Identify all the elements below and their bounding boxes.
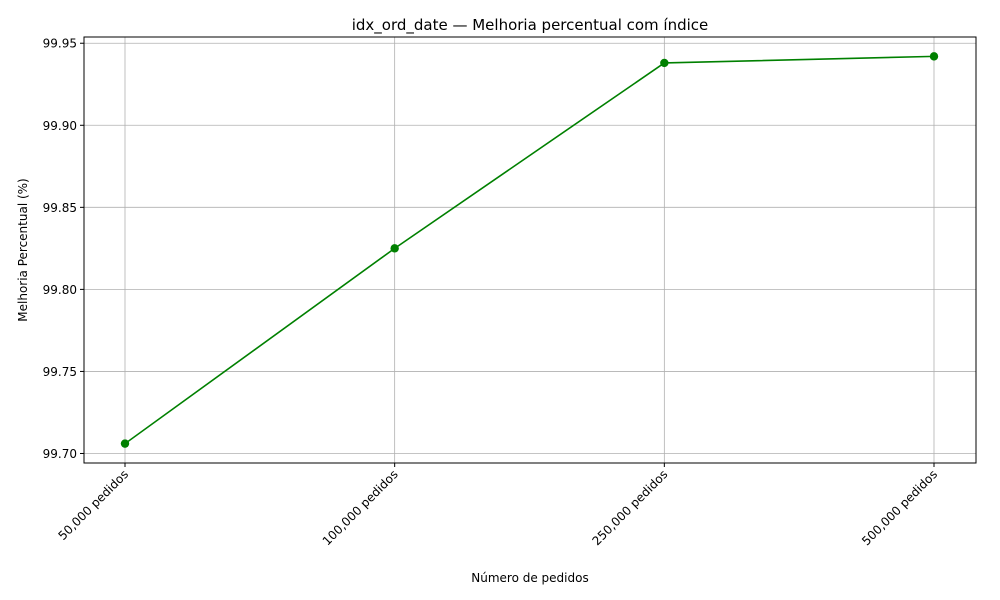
y-tick-label: 99.70 [43, 447, 77, 461]
y-tick-label: 99.75 [43, 365, 77, 379]
y-tick-label: 99.80 [43, 283, 77, 297]
y-tick-label: 99.95 [43, 37, 77, 51]
data-point [120, 439, 130, 448]
x-tick-label: 250,000 pedidos [589, 467, 670, 548]
data-point [660, 58, 669, 68]
series-layer [120, 52, 939, 448]
y-tick-label: 99.85 [43, 201, 77, 215]
y-axis: 99.70 99.75 99.80 99.85 99.90 99.95 [43, 37, 84, 461]
x-tick-label: 100,000 pedidos [320, 467, 401, 548]
y-axis-label: Melhoria Percentual (%) [16, 178, 30, 321]
x-axis-label: Número de pedidos [471, 571, 588, 585]
y-tick-label: 99.90 [43, 119, 77, 133]
data-point [390, 244, 399, 253]
chart-title: idx_ord_date — Melhoria percentual com í… [352, 16, 709, 35]
plot-frame [83, 36, 977, 464]
x-tick-label: 50,000 pedidos [55, 467, 131, 543]
data-point [929, 52, 939, 61]
series-line [124, 55, 935, 445]
x-axis: 50,000 pedidos 100,000 pedidos 250,000 ped… [55, 463, 940, 548]
grid-lines [84, 37, 976, 463]
x-tick-label: 500,000 pedidos [859, 467, 940, 548]
